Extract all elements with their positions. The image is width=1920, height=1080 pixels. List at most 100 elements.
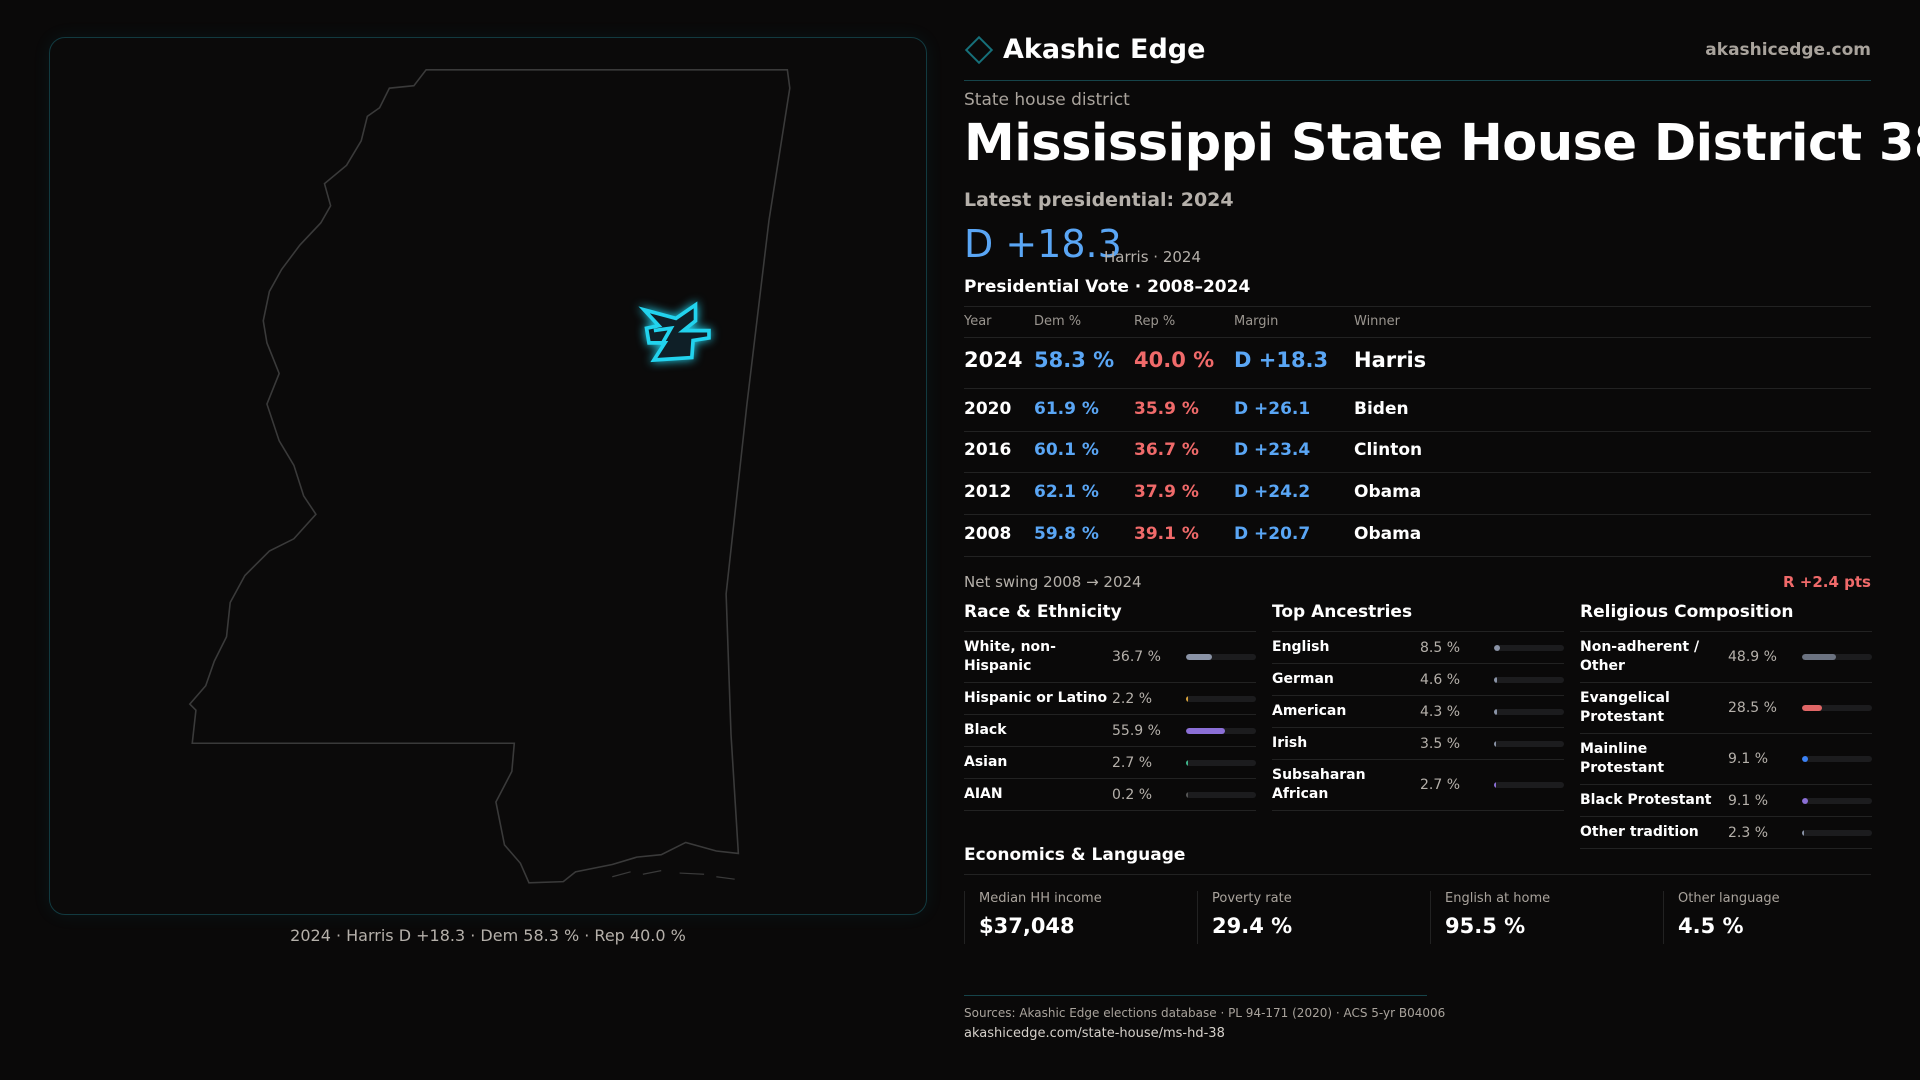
table-row: 2008 59.8 % 39.1 % D +20.7 Obama <box>964 522 1871 562</box>
list-item: Black Protestant 9.1 % <box>1580 785 1872 817</box>
district-type: State house district <box>964 90 1130 110</box>
bar-track <box>1802 829 1872 836</box>
list-item: AIAN 0.2 % <box>964 779 1256 811</box>
item-value: 2.2 % <box>1112 690 1153 707</box>
item-label: English <box>1272 639 1330 655</box>
site-link[interactable]: akashicedge.com <box>1705 40 1871 60</box>
winner-cell: Obama <box>1354 482 1422 502</box>
stat-label: Poverty rate <box>1212 891 1292 906</box>
bar-track <box>1802 797 1872 804</box>
list-item: Asian 2.7 % <box>964 747 1256 779</box>
bar-fill <box>1802 797 1809 804</box>
bar-track <box>1186 695 1256 702</box>
item-label: Asian <box>964 754 1008 770</box>
latest-margin: D +18.3 <box>964 222 1122 266</box>
item-label: Subsaharan African <box>1272 767 1366 802</box>
list-item: Other tradition 2.3 % <box>1580 817 1872 849</box>
column-header: Margin <box>1234 314 1279 329</box>
bar-track <box>1494 708 1564 715</box>
winner-cell: Obama <box>1354 524 1422 544</box>
divider <box>964 306 1871 307</box>
bar-track <box>1802 756 1872 762</box>
map-panel[interactable] <box>49 37 927 915</box>
latest-presidential: Latest presidential: 2024 <box>964 189 1234 211</box>
item-value: 9.1 % <box>1728 751 1769 767</box>
item-value: 8.5 % <box>1420 639 1461 656</box>
item-value: 55.9 % <box>1112 722 1161 739</box>
bar-track <box>1494 676 1564 683</box>
item-value: 9.1 % <box>1728 792 1769 809</box>
list-item: Subsaharan African 2.7 % <box>1272 760 1564 811</box>
bar-fill <box>1186 727 1226 734</box>
rep-pct-cell: 40.0 % <box>1134 348 1215 372</box>
year-cell: 2016 <box>964 440 1012 460</box>
divider <box>964 514 1871 515</box>
bar-fill <box>1186 654 1212 660</box>
dem-pct-cell: 59.8 % <box>1034 524 1099 544</box>
item-value: 28.5 % <box>1728 700 1777 716</box>
margin-cell: D +24.2 <box>1234 482 1311 502</box>
bar-fill <box>1802 654 1837 660</box>
list-item: Non-adherent / Other 48.9 % <box>1580 632 1872 683</box>
item-label: Irish <box>1272 735 1308 751</box>
divider <box>964 431 1871 432</box>
column-header: Dem % <box>1034 314 1082 329</box>
section-title: Race & Ethnicity <box>964 602 1256 632</box>
footer-divider <box>964 995 1427 996</box>
item-label: Black <box>964 722 1007 738</box>
list-item: White, non-Hispanic 36.7 % <box>964 632 1256 683</box>
stat-label: English at home <box>1445 891 1551 906</box>
stat-label: Median HH income <box>979 891 1102 906</box>
net-swing-value: R +2.4 pts <box>1783 573 1871 591</box>
item-label: German <box>1272 671 1334 687</box>
bar-track <box>1494 644 1564 651</box>
margin-cell: D +26.1 <box>1234 399 1311 419</box>
bar-track <box>1494 740 1564 747</box>
item-label: Non-adherent / Other <box>1580 639 1700 674</box>
margin-cell: D +20.7 <box>1234 524 1311 544</box>
item-label: Other tradition <box>1580 824 1699 840</box>
table-row: 2024 58.3 % 40.0 % D +18.3 Harris <box>964 348 1871 388</box>
list-item: Hispanic or Latino 2.2 % <box>964 683 1256 715</box>
item-label: Black Protestant <box>1580 792 1712 808</box>
divider <box>964 556 1871 557</box>
bar-track <box>1494 782 1564 788</box>
item-value: 3.5 % <box>1420 735 1461 752</box>
item-value: 2.7 % <box>1420 777 1461 793</box>
bar-fill <box>1494 740 1497 747</box>
year-cell: 2024 <box>964 348 1023 372</box>
year-cell: 2008 <box>964 524 1012 544</box>
list-item: Evangelical Protestant 28.5 % <box>1580 683 1872 734</box>
stat-card: Median HH income $37,048 <box>964 891 1197 944</box>
table-row: 2016 60.1 % 36.7 % D +23.4 Clinton <box>964 438 1871 478</box>
margin-cell: D +23.4 <box>1234 440 1311 460</box>
item-label: AIAN <box>964 786 1003 802</box>
brand-logo[interactable]: Akashic Edge <box>964 34 1205 65</box>
bar-fill <box>1186 759 1188 766</box>
item-label: American <box>1272 703 1347 719</box>
item-value: 0.2 % <box>1112 786 1153 803</box>
stat-card: Poverty rate 29.4 % <box>1197 891 1430 944</box>
stat-value: 4.5 % <box>1678 914 1744 938</box>
divider <box>964 388 1871 389</box>
stat-value: 95.5 % <box>1445 914 1526 938</box>
page-url[interactable]: akashicedge.com/state-house/ms-hd-38 <box>964 1026 1225 1041</box>
list-item: Irish 3.5 % <box>1272 728 1564 760</box>
sources: Sources: Akashic Edge elections database… <box>964 1006 1446 1020</box>
item-value: 2.3 % <box>1728 824 1769 841</box>
dem-pct-cell: 61.9 % <box>1034 399 1099 419</box>
stat-label: Other language <box>1678 891 1780 906</box>
race-ethnicity-section: Race & Ethnicity White, non-Hispanic 36.7 … <box>964 602 1256 811</box>
year-cell: 2012 <box>964 482 1012 502</box>
detail-panel: Akashic Edge akashicedge.com State house… <box>964 0 1920 1080</box>
section-title: Religious Composition <box>1580 602 1872 632</box>
header-divider <box>964 80 1871 81</box>
ancestries-section: Top Ancestries English 8.5 % German 4.6 % Ame… <box>1272 602 1564 811</box>
bar-fill <box>1186 695 1188 702</box>
diamond-logo-icon <box>964 35 994 64</box>
bar-track <box>1186 654 1256 660</box>
rep-pct-cell: 36.7 % <box>1134 440 1199 460</box>
year-cell: 2020 <box>964 399 1012 419</box>
economics-heading: Economics & Language <box>964 845 1871 875</box>
item-label: Evangelical Protestant <box>1580 690 1670 725</box>
